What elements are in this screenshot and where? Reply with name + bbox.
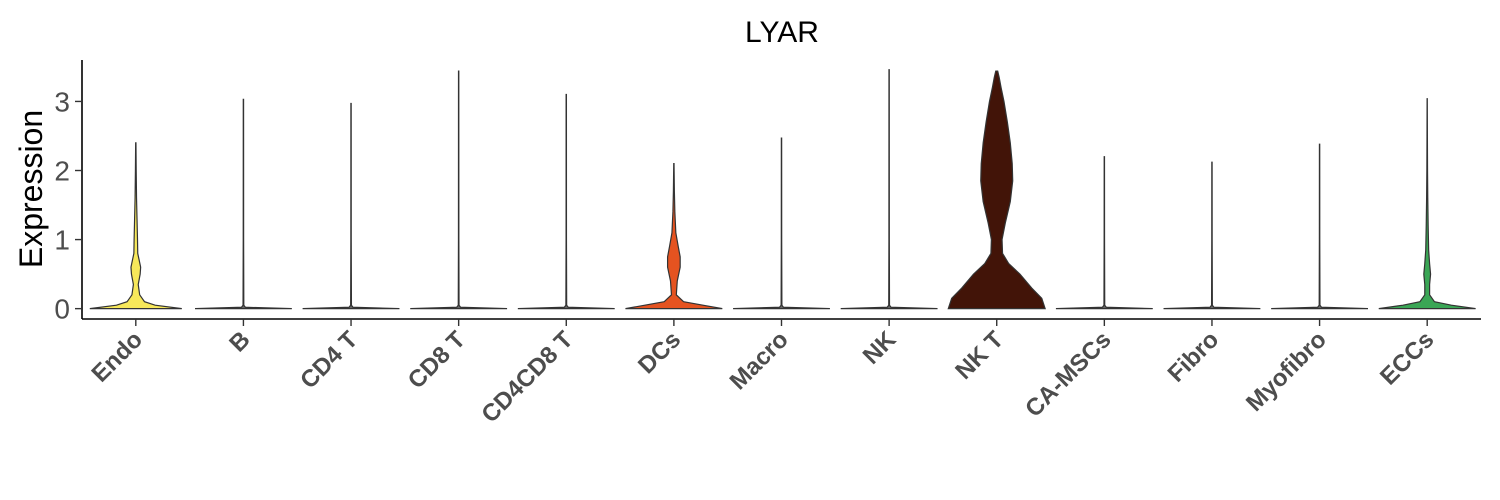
violin-ca-mscs <box>1055 156 1153 310</box>
y-axis-ticks: 0 1 2 3 <box>54 86 82 325</box>
y-axis-label: Expression <box>13 110 49 268</box>
violin-myofibro <box>1271 143 1369 310</box>
violin-macro <box>733 137 830 310</box>
violin-nk <box>840 69 938 310</box>
y-tick-label: 3 <box>54 86 70 117</box>
y-tick-label: 1 <box>54 225 70 256</box>
violin-cd4cd8-t <box>517 93 615 310</box>
violin-cd4-t <box>302 102 400 310</box>
y-tick-label: 0 <box>54 294 70 325</box>
x-axis-ticks: Endo B CD4 T CD8 T CD4CD8 T DCs Macro NK NK T CA-… <box>87 319 1439 428</box>
x-tick-label: Macro <box>725 326 794 395</box>
x-tick-label: Fibro <box>1163 326 1225 388</box>
x-tick-label: Myofibro <box>1241 326 1332 417</box>
x-tick-label: NK T <box>950 326 1009 385</box>
violin-cd8-t <box>410 70 508 310</box>
x-tick-label: NK <box>858 326 902 370</box>
x-tick-label: CD8 T <box>403 326 471 394</box>
y-tick-label: 2 <box>54 156 70 187</box>
x-tick-label: CA-MSCs <box>1020 326 1116 422</box>
chart-title: LYAR <box>745 16 819 49</box>
violin-nk-t <box>947 70 1046 310</box>
x-tick-label: B <box>224 326 255 357</box>
x-tick-label: Endo <box>87 326 149 388</box>
violin-eccs <box>1378 98 1476 310</box>
x-tick-label: ECCs <box>1375 326 1439 390</box>
x-tick-label: CD4CD8 T <box>476 326 578 428</box>
violin-fibro <box>1163 161 1261 310</box>
violin-b <box>194 98 292 310</box>
violin-layer <box>89 69 1476 310</box>
x-tick-label: CD4 T <box>295 326 363 394</box>
violin-endo <box>89 142 182 310</box>
violin-dcs <box>625 163 723 310</box>
x-tick-label: DCs <box>633 326 686 379</box>
